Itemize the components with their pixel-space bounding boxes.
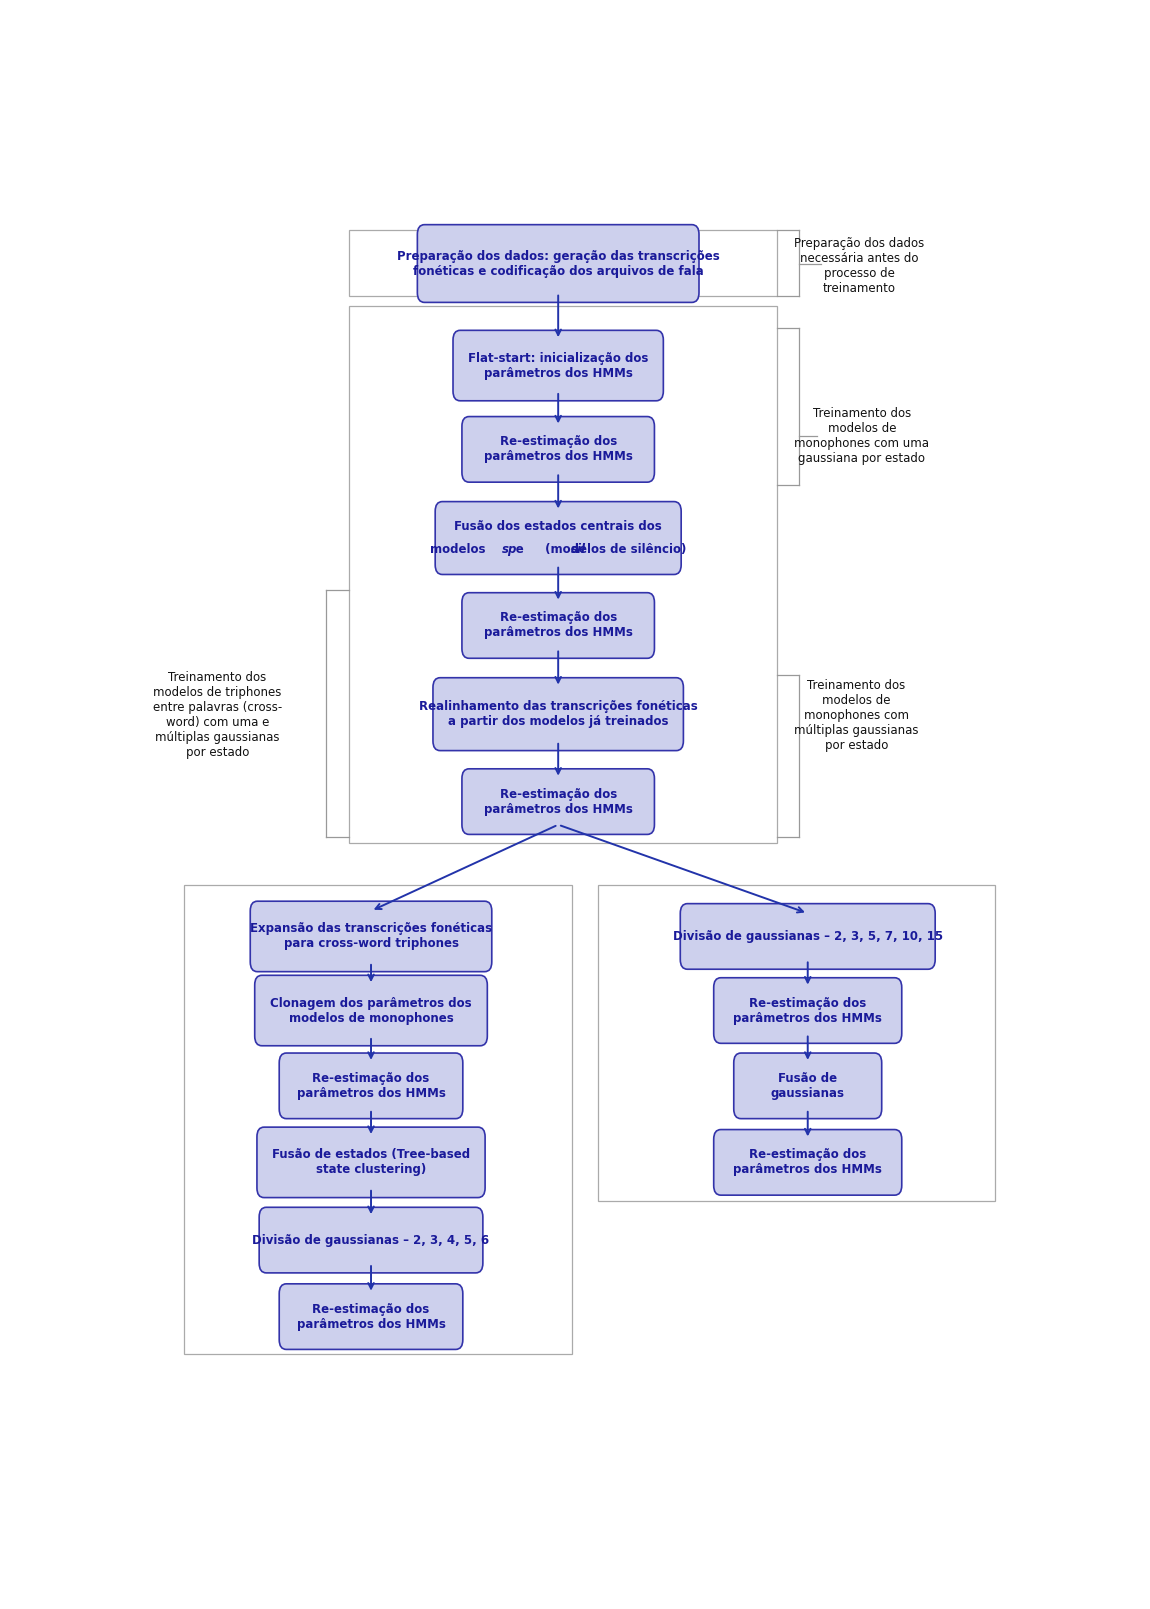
FancyBboxPatch shape	[435, 502, 681, 574]
Text: Expansão das transcrições fonéticas
para cross-word triphones: Expansão das transcrições fonéticas para…	[250, 922, 492, 951]
Bar	[598, 885, 995, 1202]
Text: Re-estimação dos
parâmetros dos HMMs: Re-estimação dos parâmetros dos HMMs	[297, 1303, 445, 1331]
Text: Re-estimação dos
parâmetros dos HMMs: Re-estimação dos parâmetros dos HMMs	[484, 788, 632, 816]
Bar	[184, 885, 572, 1355]
FancyBboxPatch shape	[254, 975, 488, 1046]
Text: Re-estimação dos
parâmetros dos HMMs: Re-estimação dos parâmetros dos HMMs	[734, 1149, 882, 1176]
Bar	[348, 306, 776, 843]
Text: Divisão de gaussianas – 2, 3, 5, 7, 10, 15: Divisão de gaussianas – 2, 3, 5, 7, 10, …	[673, 930, 943, 943]
Text: Re-estimação dos
parâmetros dos HMMs: Re-estimação dos parâmetros dos HMMs	[484, 611, 632, 639]
FancyBboxPatch shape	[681, 904, 935, 969]
Text: sp: sp	[501, 544, 516, 557]
Bar	[348, 230, 776, 296]
Text: Re-estimação dos
parâmetros dos HMMs: Re-estimação dos parâmetros dos HMMs	[484, 436, 632, 463]
FancyBboxPatch shape	[432, 677, 683, 750]
FancyBboxPatch shape	[453, 330, 664, 401]
FancyBboxPatch shape	[259, 1207, 483, 1273]
Text: Treinamento dos
modelos de
monophones com uma
gaussiana por estado: Treinamento dos modelos de monophones co…	[795, 407, 929, 465]
Text: sil: sil	[572, 544, 586, 557]
FancyBboxPatch shape	[714, 978, 902, 1043]
Text: Re-estimação dos
parâmetros dos HMMs: Re-estimação dos parâmetros dos HMMs	[734, 996, 882, 1025]
Text: Preparação dos dados: geração das transcrições
fonéticas e codificação dos arqui: Preparação dos dados: geração das transc…	[397, 249, 720, 277]
Text: Preparação dos dados
necessária antes do
processo de
treinamento: Preparação dos dados necessária antes do…	[795, 237, 925, 294]
FancyBboxPatch shape	[256, 1128, 485, 1197]
Text: Fusão dos estados centrais dos: Fusão dos estados centrais dos	[454, 520, 662, 533]
Text: Fusão de estados (Tree-based
state clustering): Fusão de estados (Tree-based state clust…	[271, 1149, 470, 1176]
FancyBboxPatch shape	[279, 1284, 462, 1350]
FancyBboxPatch shape	[417, 225, 699, 302]
Text: Flat-start: inicialização dos
parâmetros dos HMMs: Flat-start: inicialização dos parâmetros…	[468, 351, 649, 380]
Text: Re-estimação dos
parâmetros dos HMMs: Re-estimação dos parâmetros dos HMMs	[297, 1072, 445, 1101]
Text: Realinhamento das transcrições fonéticas
a partir dos modelos já treinados: Realinhamento das transcrições fonéticas…	[419, 700, 698, 729]
FancyBboxPatch shape	[279, 1052, 462, 1118]
Text: Treinamento dos
modelos de triphones
entre palavras (cross-
word) com uma e
múlt: Treinamento dos modelos de triphones ent…	[153, 671, 282, 759]
Text: Treinamento dos
modelos de
monophones com
múltiplas gaussianas
por estado: Treinamento dos modelos de monophones co…	[795, 679, 919, 751]
FancyBboxPatch shape	[714, 1130, 902, 1195]
Text: Divisão de gaussianas – 2, 3, 4, 5, 6: Divisão de gaussianas – 2, 3, 4, 5, 6	[253, 1234, 490, 1247]
FancyBboxPatch shape	[462, 417, 654, 483]
FancyBboxPatch shape	[734, 1052, 882, 1118]
FancyBboxPatch shape	[462, 592, 654, 658]
FancyBboxPatch shape	[251, 901, 492, 972]
Text: modelos            e         (modelos de silêncio): modelos e (modelos de silêncio)	[430, 544, 687, 557]
FancyBboxPatch shape	[462, 769, 654, 835]
Text: Clonagem dos parâmetros dos
modelos de monophones: Clonagem dos parâmetros dos modelos de m…	[270, 996, 472, 1025]
Text: Fusão de
gaussianas: Fusão de gaussianas	[770, 1072, 845, 1101]
